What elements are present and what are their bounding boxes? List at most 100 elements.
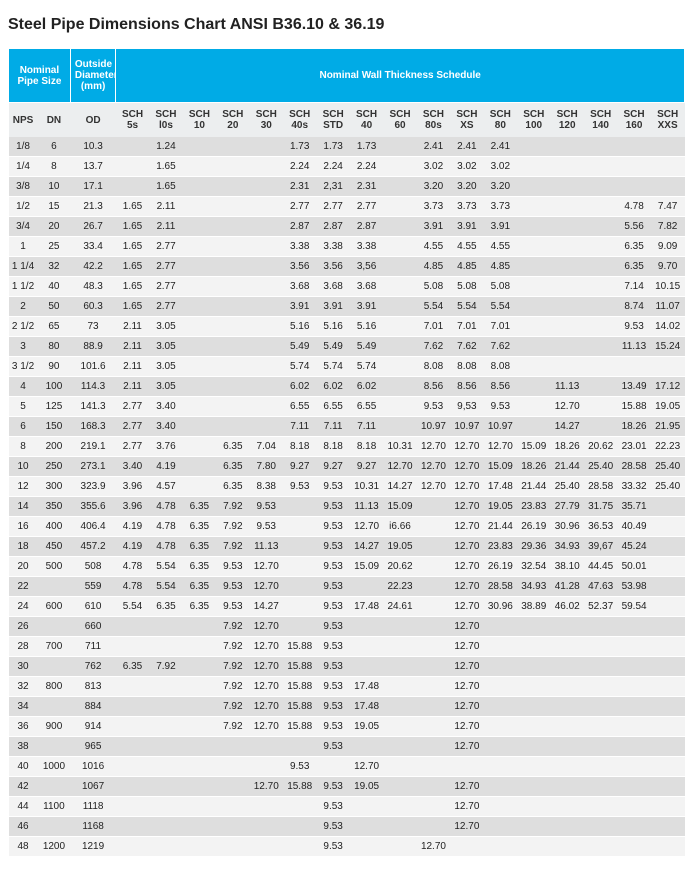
cell-sch: 15.88 bbox=[283, 717, 316, 737]
cell-sch bbox=[550, 797, 583, 817]
cell-sch bbox=[517, 217, 550, 237]
col-sch-3: SCH20 bbox=[216, 103, 249, 138]
cell-sch: 11.13 bbox=[617, 337, 650, 357]
cell-sch: 41.28 bbox=[550, 577, 583, 597]
cell-sch bbox=[383, 377, 416, 397]
cell-sch: 4.78 bbox=[116, 557, 149, 577]
cell-sch bbox=[383, 677, 416, 697]
cell-sch bbox=[250, 797, 283, 817]
col-sch-5: SCH40s bbox=[283, 103, 316, 138]
cell-sch: 8.08 bbox=[484, 357, 517, 377]
cell-sch: 12.70 bbox=[484, 437, 517, 457]
table-row: 1/8610.31.241.731.731.732.412.412.41 bbox=[9, 137, 685, 157]
cell-dn: 700 bbox=[38, 637, 71, 657]
cell-sch: 15.24 bbox=[651, 337, 685, 357]
cell-sch bbox=[350, 797, 383, 817]
col-sch-4: SCH30 bbox=[250, 103, 283, 138]
cell-sch: 9.53 bbox=[316, 637, 349, 657]
cell-sch bbox=[517, 337, 550, 357]
cell-sch: 23.83 bbox=[484, 537, 517, 557]
cell-sch bbox=[283, 497, 316, 517]
cell-sch: 18.26 bbox=[617, 417, 650, 437]
cell-sch bbox=[383, 257, 416, 277]
cell-sch: 5.54 bbox=[450, 297, 483, 317]
cell-sch bbox=[617, 657, 650, 677]
cell-sch bbox=[417, 597, 450, 617]
cell-dn: 1200 bbox=[38, 837, 71, 857]
cell-od: 13.7 bbox=[70, 157, 115, 177]
cell-sch: 2.41 bbox=[450, 137, 483, 157]
table-row: 225594.785.546.359.5312.709.5322.2312.70… bbox=[9, 577, 685, 597]
cell-dn: 1000 bbox=[38, 757, 71, 777]
cell-sch bbox=[417, 657, 450, 677]
cell-sch: 46.02 bbox=[550, 597, 583, 617]
cell-sch: 3.38 bbox=[316, 237, 349, 257]
header-group-nps: Nominal Pipe Size bbox=[9, 49, 71, 103]
cell-sch: 36.53 bbox=[584, 517, 617, 537]
cell-nps: 3 1/2 bbox=[9, 357, 38, 377]
cell-sch: 3.38 bbox=[283, 237, 316, 257]
cell-sch: 12.70 bbox=[450, 777, 483, 797]
cell-sch bbox=[383, 237, 416, 257]
cell-sch bbox=[183, 617, 216, 637]
cell-sch: 10.15 bbox=[651, 277, 685, 297]
cell-sch bbox=[417, 557, 450, 577]
table-row: 3/42026.71.652.112.872.872.873.913.913.9… bbox=[9, 217, 685, 237]
cell-sch bbox=[584, 397, 617, 417]
cell-sch bbox=[617, 757, 650, 777]
table-row: 5125141.32.773.406.556.556.559.539,539.5… bbox=[9, 397, 685, 417]
cell-sch: 7.47 bbox=[651, 197, 685, 217]
cell-sch bbox=[383, 777, 416, 797]
cell-od: 1016 bbox=[70, 757, 115, 777]
cell-nps: 2 bbox=[9, 297, 38, 317]
cell-sch bbox=[651, 737, 685, 757]
cell-nps: 28 bbox=[9, 637, 38, 657]
col-sch-11: SCH80 bbox=[484, 103, 517, 138]
cell-sch bbox=[216, 337, 249, 357]
cell-od: 42.2 bbox=[70, 257, 115, 277]
cell-sch: 9.53 bbox=[250, 517, 283, 537]
cell-sch bbox=[383, 317, 416, 337]
cell-sch: 39,67 bbox=[584, 537, 617, 557]
cell-sch: 12.70 bbox=[250, 637, 283, 657]
cell-sch bbox=[417, 637, 450, 657]
cell-sch: 12.70 bbox=[417, 837, 450, 857]
cell-sch bbox=[651, 577, 685, 597]
table-row: 389659.5312.70 bbox=[9, 737, 685, 757]
cell-sch: 6.35 bbox=[149, 597, 182, 617]
cell-sch: 34.93 bbox=[550, 537, 583, 557]
cell-sch: 7.92 bbox=[216, 637, 249, 657]
cell-sch bbox=[517, 417, 550, 437]
col-sch-16: SCHXXS bbox=[651, 103, 685, 138]
cell-sch: 5.54 bbox=[116, 597, 149, 617]
cell-sch bbox=[550, 197, 583, 217]
cell-od: 1067 bbox=[70, 777, 115, 797]
cell-sch bbox=[216, 777, 249, 797]
cell-sch: 1.65 bbox=[116, 297, 149, 317]
cell-sch: 11.13 bbox=[550, 377, 583, 397]
cell-sch bbox=[116, 757, 149, 777]
cell-sch: 30.96 bbox=[484, 597, 517, 617]
cell-sch: 2.77 bbox=[316, 197, 349, 217]
cell-sch: 2.87 bbox=[350, 217, 383, 237]
cell-sch: 3.38 bbox=[350, 237, 383, 257]
cell-sch bbox=[417, 797, 450, 817]
cell-sch: 6.35 bbox=[216, 437, 249, 457]
cell-sch: 7.01 bbox=[417, 317, 450, 337]
cell-sch: 22.23 bbox=[651, 437, 685, 457]
cell-sch: 12.70 bbox=[417, 437, 450, 457]
cell-od: 26.7 bbox=[70, 217, 115, 237]
cell-sch: 1.65 bbox=[116, 237, 149, 257]
cell-nps: 38 bbox=[9, 737, 38, 757]
cell-nps: 22 bbox=[9, 577, 38, 597]
cell-od: 219.1 bbox=[70, 437, 115, 457]
cell-sch: 7.92 bbox=[216, 517, 249, 537]
cell-sch: 12.70 bbox=[250, 777, 283, 797]
cell-sch bbox=[149, 817, 182, 837]
cell-nps: 18 bbox=[9, 537, 38, 557]
cell-sch bbox=[584, 257, 617, 277]
cell-sch bbox=[183, 277, 216, 297]
cell-sch: 8.18 bbox=[283, 437, 316, 457]
cell-sch bbox=[383, 717, 416, 737]
cell-sch: 9.53 bbox=[316, 477, 349, 497]
